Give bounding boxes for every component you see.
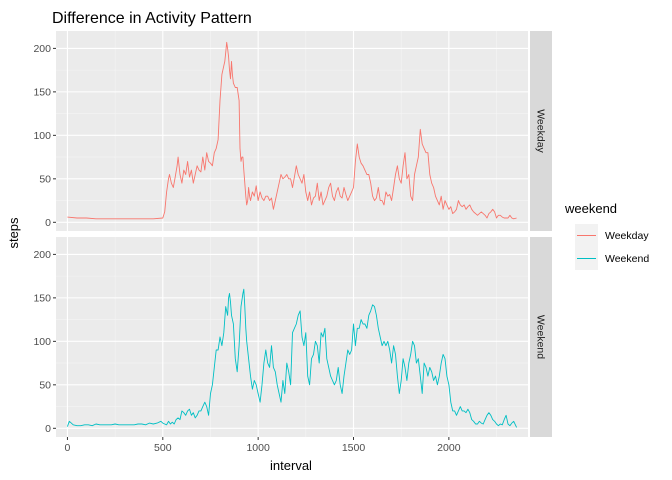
y-tick-label: 50 <box>39 379 51 391</box>
y-tick-label: 200 <box>33 43 51 55</box>
y-tick-label: 200 <box>33 249 51 261</box>
facet-strip <box>530 31 552 231</box>
facet-panel-weekend: 0 50 100 150 200 Weekend 0 500 1000 1500 2000 <box>33 237 552 454</box>
y-tick-label: 100 <box>33 336 51 348</box>
legend-label: Weekday <box>605 230 649 242</box>
series-line-weekday <box>67 41 517 220</box>
facet-panels: 0 50 100 150 200 Weekday 0 50 100 150 200 Weekend 0 5… <box>33 31 552 454</box>
y-tick-label: 150 <box>33 86 51 98</box>
legend: weekend Weekday Weekend <box>564 201 649 270</box>
series-line-weekend <box>66 288 518 428</box>
facet-panel-weekday: 0 50 100 150 200 Weekday <box>33 31 552 231</box>
y-tick-label: 0 <box>45 217 51 229</box>
legend-title: weekend <box>564 201 617 216</box>
x-axis-title: interval <box>270 458 312 473</box>
y-tick-label: 150 <box>33 292 51 304</box>
x-tick-label: 1000 <box>246 442 270 454</box>
x-tick-label: 0 <box>65 442 71 454</box>
chart-title: Difference in Activity Pattern <box>52 10 252 27</box>
facet-strip-label: Weekend <box>535 315 547 359</box>
y-tick-label: 100 <box>33 130 51 142</box>
x-tick-label: 2000 <box>437 442 461 454</box>
y-tick-label: 50 <box>39 173 51 185</box>
y-axis-title: steps <box>6 217 21 249</box>
y-tick-label: 0 <box>45 423 51 435</box>
legend-label: Weekend <box>605 253 649 265</box>
facet-strip <box>530 237 552 437</box>
panel-background <box>56 31 528 231</box>
facet-strip-label: Weekday <box>535 109 547 153</box>
x-tick-label: 500 <box>154 442 172 454</box>
x-tick-label: 1500 <box>342 442 366 454</box>
